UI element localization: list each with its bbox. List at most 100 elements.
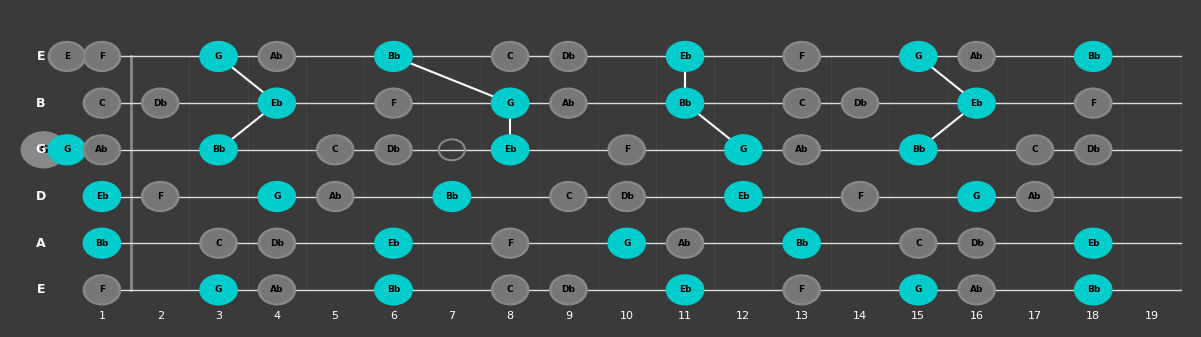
Circle shape: [319, 137, 351, 162]
Text: 1: 1: [98, 311, 106, 320]
Circle shape: [261, 277, 293, 303]
Text: 15: 15: [912, 311, 925, 320]
Text: F: F: [799, 52, 805, 61]
Text: 13: 13: [795, 311, 808, 320]
Circle shape: [608, 228, 645, 258]
Circle shape: [258, 182, 295, 211]
Text: Eb: Eb: [270, 99, 283, 108]
Text: Eb: Eb: [387, 239, 400, 248]
Text: G: G: [40, 145, 48, 155]
Circle shape: [550, 275, 587, 305]
Circle shape: [144, 90, 177, 116]
Circle shape: [495, 231, 526, 256]
Text: F: F: [858, 192, 864, 201]
Circle shape: [375, 135, 412, 165]
Circle shape: [785, 277, 818, 303]
Circle shape: [961, 277, 992, 303]
Circle shape: [900, 228, 937, 258]
Circle shape: [375, 88, 412, 118]
Circle shape: [783, 41, 820, 71]
Circle shape: [842, 88, 879, 118]
Text: G: G: [740, 145, 747, 154]
Circle shape: [258, 41, 295, 71]
Text: C: C: [215, 239, 222, 248]
Text: Ab: Ab: [1028, 192, 1041, 201]
Text: Bb: Bb: [95, 239, 108, 248]
Text: Eb: Eb: [679, 52, 692, 61]
Circle shape: [669, 231, 701, 256]
Circle shape: [785, 44, 818, 69]
Text: Bb: Bb: [446, 192, 459, 201]
Text: Ab: Ab: [970, 52, 984, 61]
Circle shape: [52, 44, 83, 69]
Text: G: G: [273, 192, 281, 201]
Circle shape: [434, 182, 471, 211]
Circle shape: [375, 275, 412, 305]
Text: Bb: Bb: [679, 99, 692, 108]
Text: Db: Db: [853, 99, 867, 108]
Text: C: C: [98, 99, 106, 108]
Circle shape: [1075, 41, 1112, 71]
Text: 8: 8: [507, 311, 514, 320]
Text: F: F: [799, 285, 805, 295]
Text: Db: Db: [270, 239, 283, 248]
Circle shape: [258, 88, 295, 118]
Text: 19: 19: [1145, 311, 1159, 320]
Text: 18: 18: [1086, 311, 1100, 320]
Circle shape: [495, 277, 526, 303]
Text: G: G: [215, 52, 222, 61]
Text: G: G: [64, 145, 71, 154]
Text: 2: 2: [156, 311, 163, 320]
Circle shape: [22, 132, 66, 168]
Circle shape: [83, 135, 120, 165]
Text: Ab: Ab: [562, 99, 575, 108]
Text: Ab: Ab: [329, 192, 342, 201]
Text: Bb: Bb: [387, 52, 400, 61]
Text: 4: 4: [274, 311, 280, 320]
Circle shape: [1075, 275, 1112, 305]
Circle shape: [552, 184, 585, 209]
Circle shape: [1077, 90, 1109, 116]
Circle shape: [958, 41, 996, 71]
Circle shape: [724, 135, 761, 165]
Text: Db: Db: [387, 145, 400, 154]
Circle shape: [83, 182, 120, 211]
Circle shape: [199, 41, 238, 71]
Text: 6: 6: [390, 311, 398, 320]
Text: Eb: Eb: [737, 192, 749, 201]
Text: Ab: Ab: [95, 145, 108, 154]
Text: Bb: Bb: [1087, 285, 1100, 295]
Circle shape: [667, 41, 704, 71]
Text: F: F: [623, 145, 629, 154]
Text: B: B: [36, 97, 46, 110]
Circle shape: [785, 137, 818, 162]
Circle shape: [550, 88, 587, 118]
Text: Bb: Bb: [1087, 52, 1100, 61]
Circle shape: [491, 41, 528, 71]
Text: 16: 16: [969, 311, 984, 320]
Circle shape: [783, 275, 820, 305]
Circle shape: [724, 182, 761, 211]
Text: Db: Db: [562, 52, 575, 61]
Text: Eb: Eb: [679, 285, 692, 295]
Text: C: C: [507, 285, 513, 295]
Circle shape: [552, 277, 585, 303]
Text: 12: 12: [736, 311, 751, 320]
Circle shape: [48, 41, 85, 71]
Circle shape: [377, 90, 410, 116]
Circle shape: [550, 41, 587, 71]
Circle shape: [844, 184, 876, 209]
Circle shape: [495, 44, 526, 69]
Circle shape: [261, 44, 293, 69]
Circle shape: [375, 228, 412, 258]
Circle shape: [86, 44, 118, 69]
Text: 10: 10: [620, 311, 634, 320]
Text: G: G: [36, 143, 46, 156]
Text: C: C: [799, 99, 805, 108]
Circle shape: [1075, 228, 1112, 258]
Text: Eb: Eb: [1087, 239, 1099, 248]
Circle shape: [667, 88, 704, 118]
Circle shape: [958, 88, 996, 118]
Circle shape: [608, 135, 645, 165]
Text: Ab: Ab: [679, 239, 692, 248]
